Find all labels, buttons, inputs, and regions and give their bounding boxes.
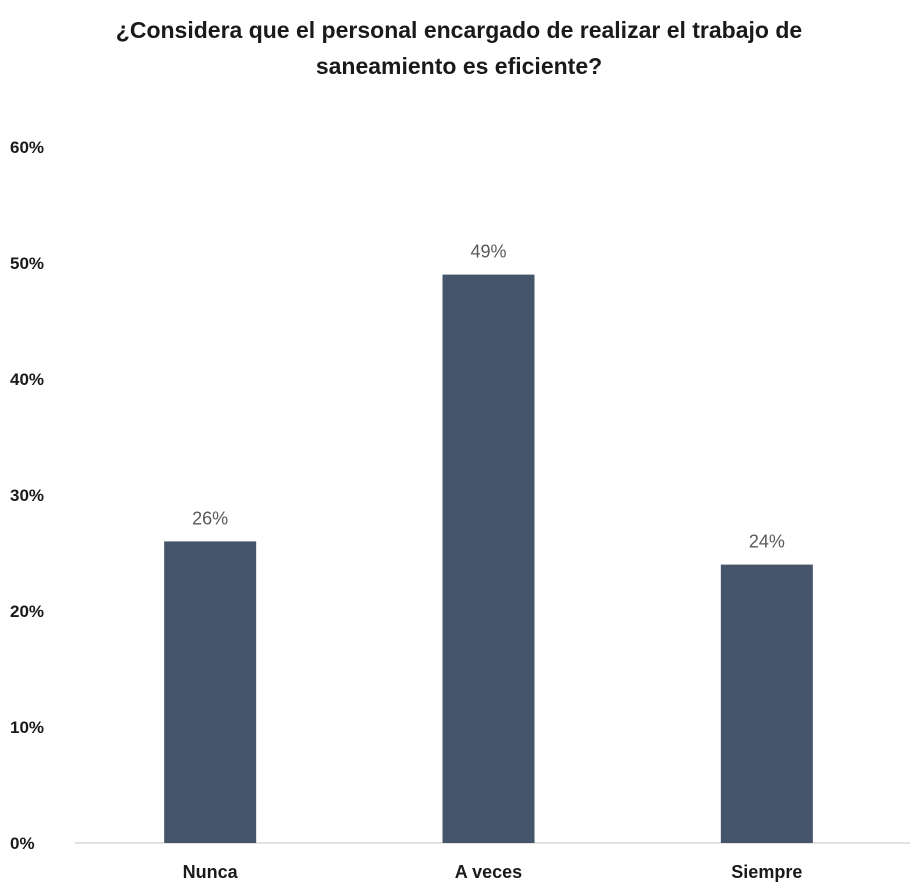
y-tick-label: 20% bbox=[10, 602, 44, 621]
data-labels: 26% 49% 24% bbox=[192, 242, 785, 552]
bar-a-veces bbox=[442, 274, 535, 844]
y-tick-label: 0% bbox=[10, 834, 35, 853]
y-tick-label: 50% bbox=[10, 254, 44, 273]
data-label: 26% bbox=[192, 508, 228, 528]
data-label: 49% bbox=[470, 242, 506, 262]
bar-siempre bbox=[720, 564, 813, 843]
bars bbox=[164, 274, 813, 844]
x-tick-label: Siempre bbox=[731, 862, 802, 882]
x-tick-label: A veces bbox=[455, 862, 522, 882]
bar-nunca bbox=[164, 541, 257, 843]
y-tick-label: 30% bbox=[10, 486, 44, 505]
y-tick-label: 60% bbox=[10, 138, 44, 157]
y-tick-label: 40% bbox=[10, 370, 44, 389]
y-tick-label: 10% bbox=[10, 718, 44, 737]
data-label: 24% bbox=[749, 532, 785, 552]
x-axis-tick-labels: Nunca A veces Siempre bbox=[183, 862, 803, 882]
x-tick-label: Nunca bbox=[183, 862, 239, 882]
y-axis-tick-labels: 0% 10% 20% 30% 40% 50% 60% bbox=[10, 138, 44, 853]
chart-title: ¿Considera que el personal encargado de … bbox=[115, 17, 803, 79]
